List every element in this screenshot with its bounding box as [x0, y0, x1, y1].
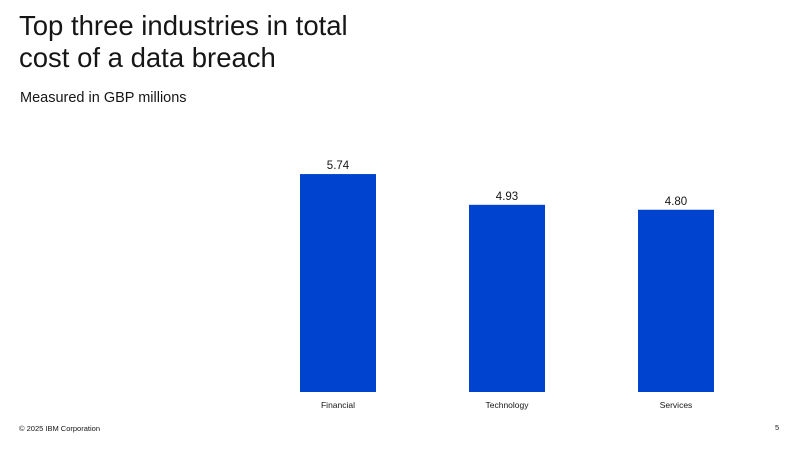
- title-line-2: cost of a data breach: [19, 42, 276, 73]
- chart-subtitle: Measured in GBP millions: [20, 90, 187, 106]
- bar-technology: [469, 204, 545, 392]
- value-labels-group: 5.74 4.93 4.80: [327, 160, 687, 208]
- value-label-technology: 4.93: [496, 191, 518, 203]
- category-label-services: Services: [660, 400, 693, 410]
- bars-group: [300, 174, 714, 392]
- page-title: Top three industries in total cost of a …: [19, 10, 439, 74]
- page-number: 5: [775, 423, 780, 432]
- copyright-footer: © 2025 IBM Corporation: [19, 424, 100, 433]
- bar-financial: [300, 174, 376, 392]
- category-label-technology: Technology: [485, 400, 529, 410]
- category-label-financial: Financial: [321, 400, 355, 410]
- bar-services: [638, 209, 714, 392]
- title-line-1: Top three industries in total: [19, 10, 348, 41]
- value-label-services: 4.80: [665, 196, 687, 208]
- value-label-financial: 5.74: [327, 160, 350, 172]
- category-labels-group: Financial Technology Services: [321, 400, 692, 410]
